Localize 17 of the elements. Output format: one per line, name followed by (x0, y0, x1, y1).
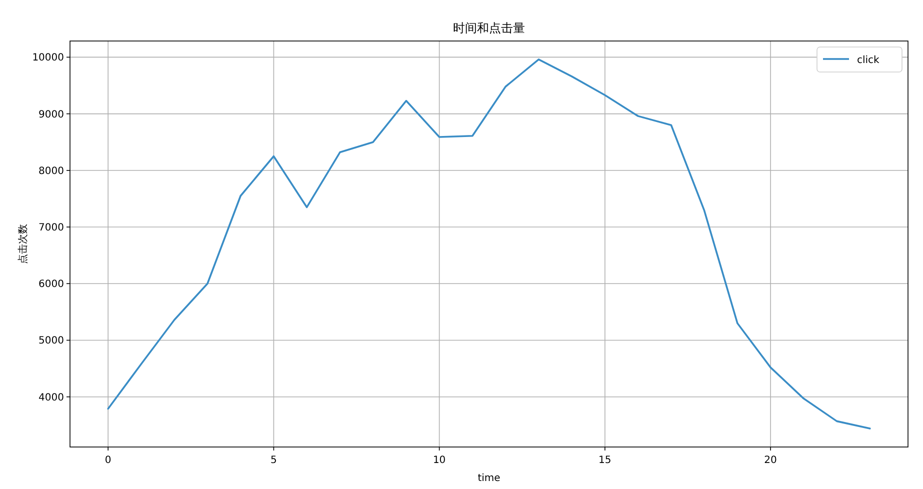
x-tick-label: 0 (104, 455, 112, 466)
legend-label: click (857, 55, 880, 66)
y-tick-label: 7000 (38, 222, 64, 234)
x-axis-title: time (478, 473, 500, 484)
y-tick-label: 6000 (38, 279, 64, 290)
x-tick-label: 15 (598, 455, 612, 466)
y-tick-label: 10000 (32, 52, 64, 64)
y-tick-label: 5000 (38, 336, 64, 347)
y-tick-label: 8000 (38, 166, 64, 177)
y-tick-label: 4000 (38, 392, 64, 404)
x-tick-label: 10 (432, 455, 446, 466)
legend: click (816, 46, 902, 72)
y-axis-title: 点击次数 (17, 224, 29, 264)
chart-title: 时间和点击量 (453, 21, 525, 35)
y-tick-label: 9000 (38, 109, 64, 120)
x-tick-label: 20 (764, 455, 777, 466)
x-tick-label: 5 (270, 455, 277, 466)
